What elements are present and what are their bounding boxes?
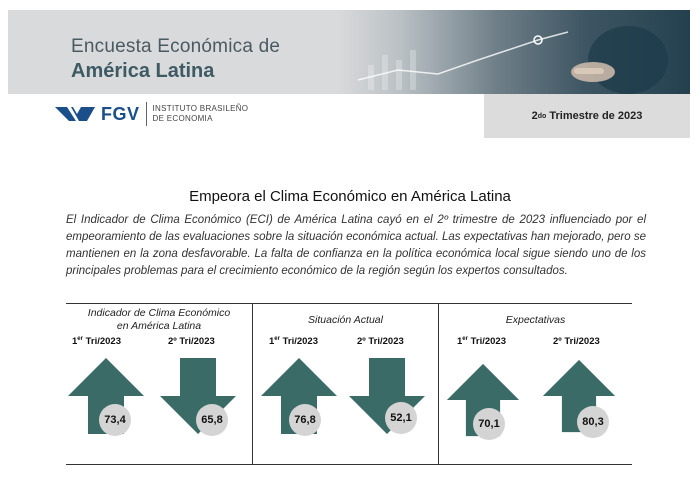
indicator-title-line2: en América Latina bbox=[116, 320, 202, 332]
quarter-rest: Trimestre de 2023 bbox=[546, 110, 643, 122]
banner-photo bbox=[338, 10, 690, 94]
institute-name: INSTITUTO BRASILEÑO DE ECONOMIA bbox=[153, 104, 249, 124]
institute-line1: INSTITUTO BRASILEÑO bbox=[152, 104, 249, 113]
arrow-up-icon bbox=[68, 358, 144, 434]
arrow-up-icon bbox=[542, 359, 616, 433]
quarter-number: 2 bbox=[531, 110, 538, 122]
indicator-eci: Indicador de Clima Económico en América … bbox=[66, 304, 252, 464]
q1-label: 1er Tri/2023 bbox=[457, 336, 506, 347]
q2-label: 2º Tri/2023 bbox=[357, 336, 404, 347]
indicator-title: Indicador de Clima Económico en América … bbox=[66, 307, 252, 333]
quarter-suffix: do bbox=[537, 112, 547, 120]
institute-line2: DE ECONOMIA bbox=[152, 114, 213, 123]
q1-label-rest: Tri/2023 bbox=[467, 336, 506, 348]
indicator-panel: Indicador de Clima Económico en América … bbox=[66, 303, 632, 465]
arrow-up-icon bbox=[446, 363, 520, 437]
q2-value: 52,1 bbox=[385, 402, 417, 434]
headline: Empeora el Clima Económico en América La… bbox=[189, 188, 511, 205]
q1-label-rest: Tri/2023 bbox=[82, 336, 121, 348]
fgv-logo: FGV INSTITUTO BRASILEÑO DE ECONOMIA bbox=[55, 100, 248, 128]
q1-label-rest: Tri/2023 bbox=[279, 336, 318, 348]
q2-label: 2º Tri/2023 bbox=[553, 336, 600, 347]
fgv-brand: FGV bbox=[101, 103, 140, 124]
indicator-current-situation: Situación Actual 1er Tri/2023 2º Tri/202… bbox=[252, 304, 438, 464]
indicator-title: Expectativas bbox=[505, 314, 566, 326]
quarter-badge: 2 do Trimestre de 2023 bbox=[484, 94, 690, 138]
summary-paragraph: El Indicador de Clima Económico (ECI) de… bbox=[66, 214, 646, 277]
q1-value: 73,4 bbox=[99, 404, 131, 436]
q1-label-sup: er bbox=[77, 336, 83, 342]
q2-value: 65,8 bbox=[196, 404, 228, 436]
header-banner: Encuesta Económica de América Latina bbox=[8, 10, 690, 94]
logo-divider bbox=[145, 102, 147, 126]
q2-value: 80,3 bbox=[577, 406, 609, 438]
q1-label-num: 1 bbox=[457, 336, 463, 348]
q1-label-sup: er bbox=[274, 336, 280, 342]
q1-label: 1er Tri/2023 bbox=[269, 336, 318, 347]
indicator-title: Situación Actual bbox=[308, 314, 383, 326]
survey-title-line1: Encuesta Económica de bbox=[71, 36, 281, 57]
q2-label: 2º Tri/2023 bbox=[168, 336, 215, 347]
survey-title-line2: América Latina bbox=[71, 60, 215, 82]
indicator-title-line1: Indicador de Clima Económico bbox=[87, 307, 231, 319]
q1-label-sup: er bbox=[462, 336, 468, 342]
q1-value: 70,1 bbox=[473, 408, 505, 440]
q1-label-num: 1 bbox=[72, 336, 78, 348]
fgv-logo-mark-icon bbox=[55, 107, 95, 121]
banner-chart-graphic bbox=[357, 26, 668, 94]
indicator-expectations: Expectativas 1er Tri/2023 2º Tri/2023 70… bbox=[438, 304, 632, 464]
q1-label: 1er Tri/2023 bbox=[72, 336, 121, 347]
q1-label-num: 1 bbox=[269, 336, 275, 348]
q1-value: 76,8 bbox=[289, 404, 321, 436]
arrow-up-icon bbox=[261, 358, 337, 434]
